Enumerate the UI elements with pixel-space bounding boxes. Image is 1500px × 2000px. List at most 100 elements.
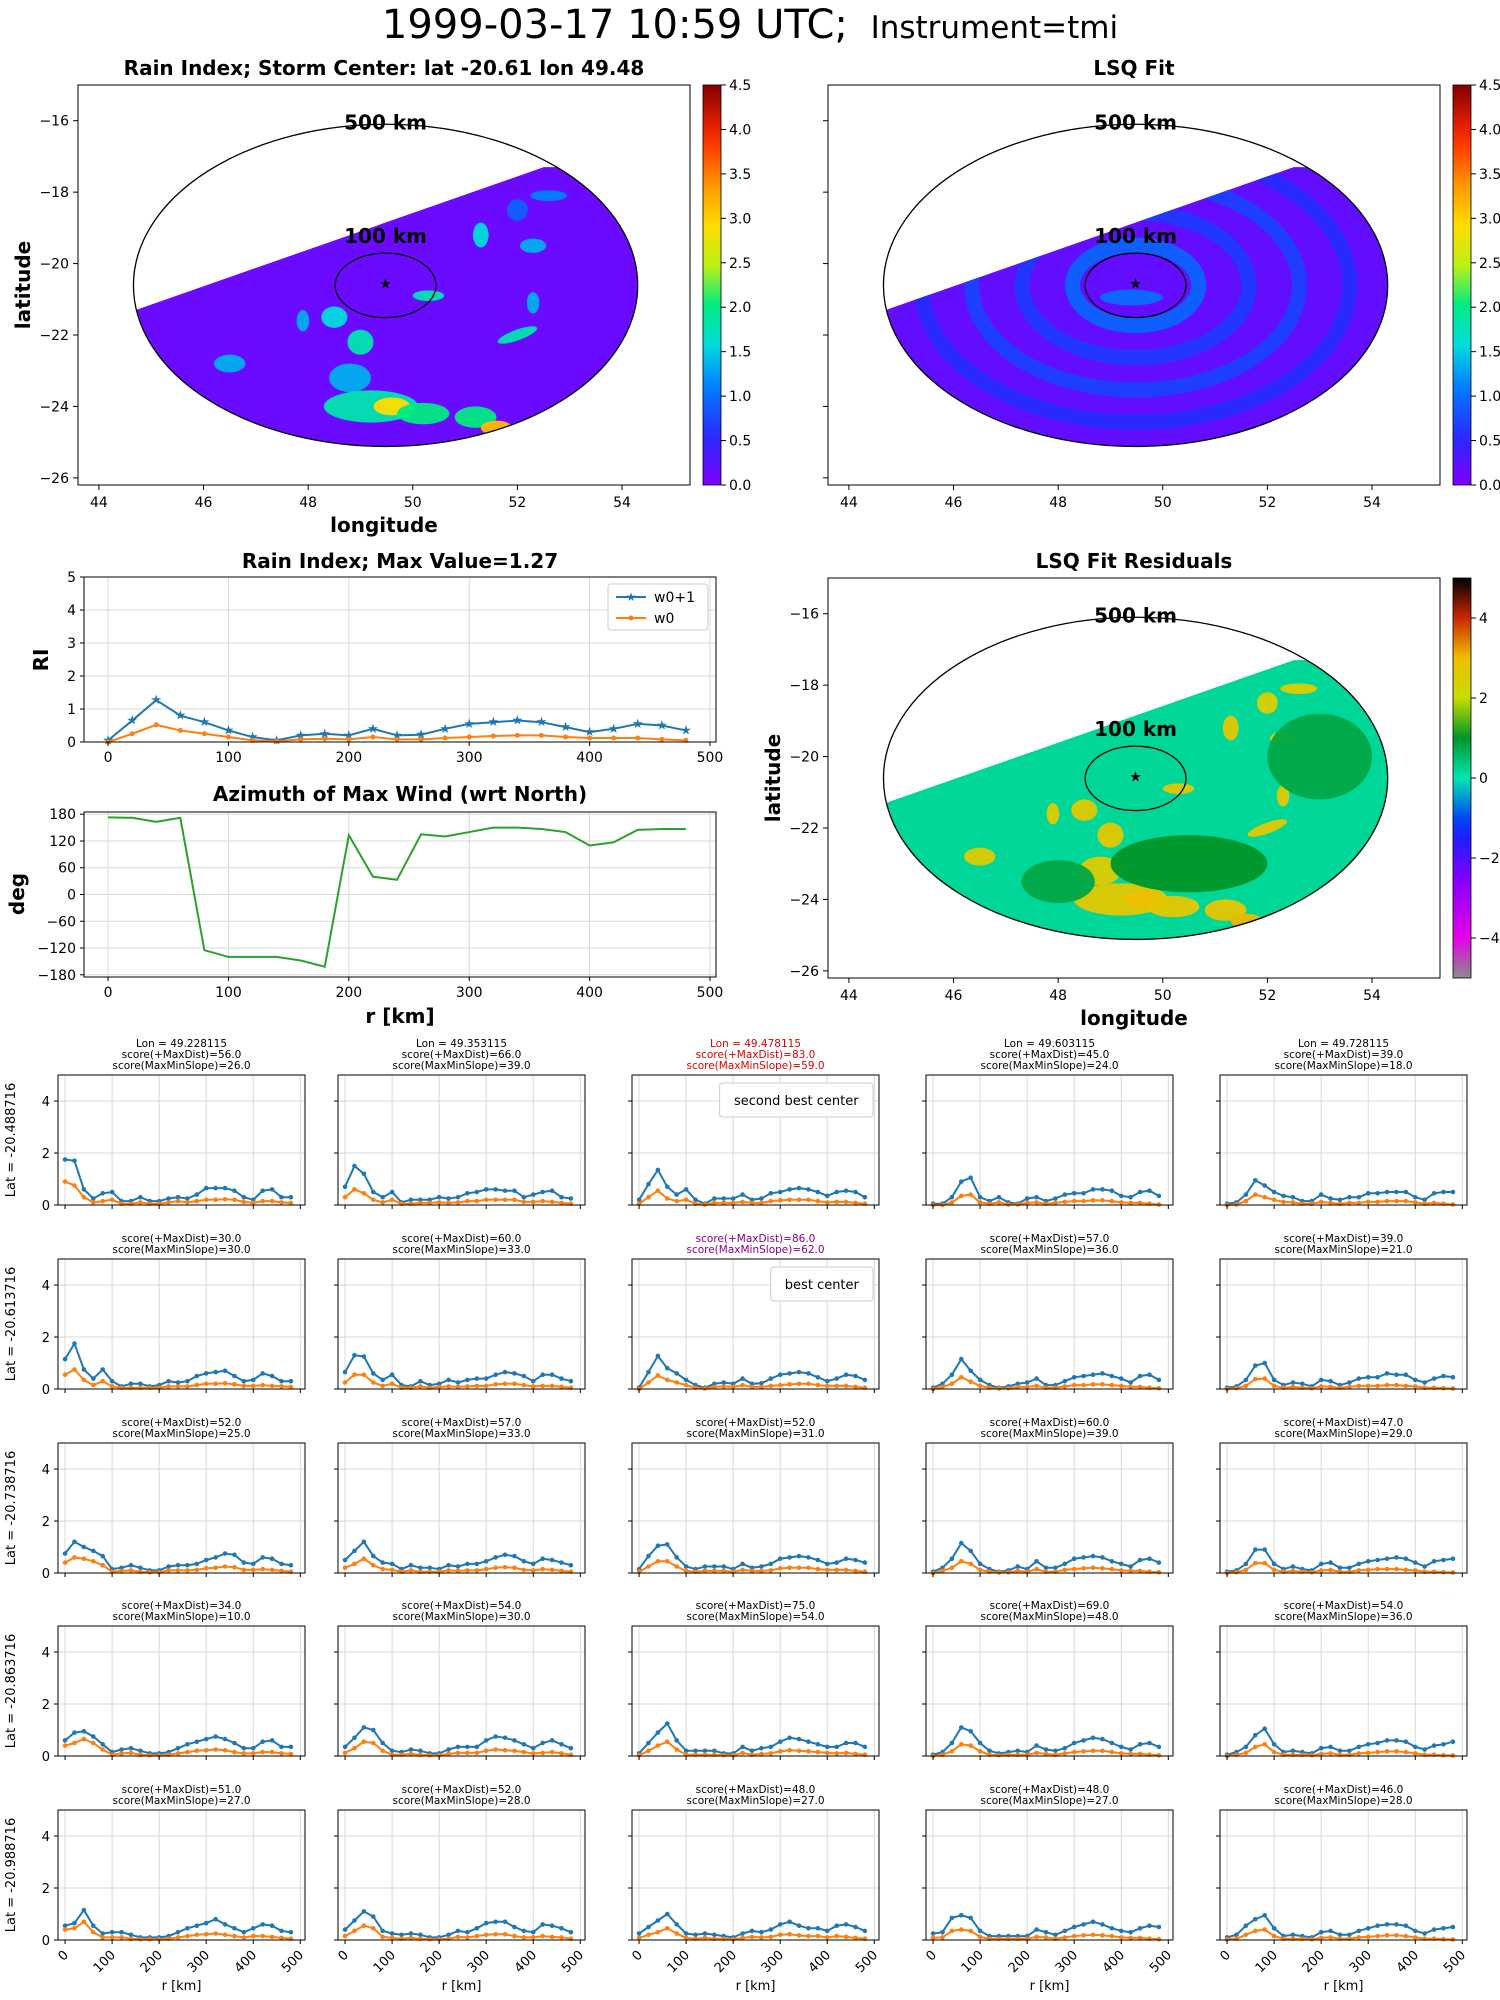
grid-panel-r3c2-point — [806, 1739, 811, 1744]
grid-panel-r0c4-point — [1403, 1189, 1409, 1195]
grid-panel-r0c4-score-maxdist: score(+MaxDist)=39.0 — [1284, 1049, 1404, 1061]
ri-profile-ytick-label: 0 — [67, 735, 76, 751]
grid-panel-r4c0-point — [250, 1926, 256, 1931]
grid-panel-r3c2-point — [824, 1744, 830, 1750]
grid-panel-r1c4-point — [1375, 1375, 1380, 1380]
grid-panel-r3c4-point — [1337, 1748, 1343, 1754]
lsq-residuals-map-ytick-label: −20 — [789, 750, 819, 766]
grid-panel-r4c1-point — [370, 1914, 376, 1919]
grid-panel-r2c3-point — [1100, 1566, 1105, 1571]
azimuth-profile-series-line — [108, 816, 686, 968]
grid-panel-r2c0-point — [185, 1568, 190, 1573]
grid-panel-r3c0-axes-frame — [57, 1625, 306, 1757]
grid-panel-r0c2-point — [674, 1198, 679, 1204]
grid-panel-r0c2-point — [646, 1194, 651, 1200]
grid-panel-r3c3-point — [1081, 1738, 1086, 1743]
grid-panel-r4c1-point — [568, 1929, 574, 1935]
grid-panel-r4c4-point — [1441, 1936, 1446, 1942]
ri-profile-point — [322, 736, 328, 742]
grid-panel-r1c0-point — [72, 1367, 77, 1372]
grid-panel-r2c3-point — [1118, 1561, 1124, 1567]
grid-panel-r2c0-point — [128, 1568, 134, 1573]
grid-panel-r1c0-score-maxdist: score(+MaxDist)=30.0 — [122, 1233, 242, 1245]
grid-panel-r4c0-xtick-label: 200 — [138, 1948, 166, 1976]
grid-panel-r2c3-point — [958, 1540, 964, 1546]
grid-panel-r0c1-point — [408, 1197, 414, 1203]
grid-panel-r3c0-point — [100, 1742, 105, 1747]
grid-panel-r1c3-axes-frame — [925, 1258, 1174, 1390]
rain-index-map-cbar-label: 2.0 — [729, 300, 751, 316]
grid-panel-r4c0-point — [72, 1920, 77, 1926]
ri-profile-xtick-label: 200 — [335, 750, 362, 766]
ri-profile-point — [442, 735, 448, 741]
grid-panel-r0c2-point — [834, 1199, 839, 1205]
grid-panel-r0c2-point — [824, 1200, 830, 1205]
grid-panel-r4c0-point — [109, 1935, 115, 1940]
grid-panel-r2c1-point — [389, 1567, 395, 1573]
grid-panel-r1c0-point — [62, 1372, 68, 1377]
grid-panel-r1c1-point — [493, 1372, 498, 1377]
grid-panel-r1c2-legend-text: best center — [785, 1278, 860, 1293]
grid-panel-r4c1-point — [502, 1919, 508, 1925]
grid-panel-r0c4-score-slope: score(MaxMinSlope)=18.0 — [1274, 1060, 1412, 1072]
grid-panel-r4c3-point — [1118, 1928, 1124, 1934]
grid-panel-r0c1-point — [502, 1197, 508, 1203]
grid-panel-r2c1-point — [389, 1561, 395, 1567]
ri-profile-xtick-label: 100 — [215, 750, 242, 766]
grid-panel-r2c4-score-maxdist: score(+MaxDist)=47.0 — [1284, 1417, 1404, 1429]
grid-panel-r1c4-point — [1441, 1385, 1446, 1391]
grid-panel-r1c2-point — [834, 1383, 839, 1389]
ri-profile-point — [129, 731, 135, 737]
grid-panel-r2c1-point — [455, 1564, 461, 1569]
grid-panel-r1c2-point — [721, 1384, 727, 1389]
grid-panel-r3c2-point — [759, 1745, 764, 1751]
lsq-residuals-map-xtick-label: 44 — [840, 988, 858, 1004]
grid-panel-r4c3-point — [1053, 1932, 1058, 1938]
grid-panel-r2c1-point — [342, 1565, 348, 1571]
grid-panel-r3c0-point — [128, 1750, 134, 1756]
grid-panel-r0c3-point — [1109, 1198, 1115, 1204]
grid-panel-r1c3-point — [958, 1356, 964, 1362]
rain-index-map-xtick-label: 52 — [508, 495, 526, 511]
grid-panel-r3c1-point — [530, 1745, 536, 1751]
grid-panel-r4c3-point — [1156, 1924, 1162, 1930]
ri-profile-point — [153, 722, 159, 728]
grid-panel-r3c4-point — [1252, 1732, 1258, 1738]
grid-panel-r0c0-point — [72, 1158, 77, 1164]
grid-panel-r3c2-point — [740, 1750, 745, 1756]
grid-panel-r1c0-point — [250, 1383, 256, 1389]
grid-panel-r2c2-point — [721, 1564, 727, 1569]
grid-panel-r4c2-point — [843, 1934, 849, 1940]
lsq-fit-map-center-marker: ★ — [1129, 276, 1142, 292]
grid-panel-r0c2-point — [693, 1197, 698, 1203]
grid-panel-r4c2-score-maxdist: score(+MaxDist)=48.0 — [696, 1784, 816, 1796]
rain-index-map-cbar-label: 4.0 — [729, 122, 751, 138]
ri-profile-point — [394, 736, 400, 742]
grid-panel-r2c3-point — [1109, 1566, 1115, 1572]
grid-panel-r1c1-point — [521, 1382, 527, 1388]
grid-panel-r4c1-point — [352, 1928, 357, 1934]
grid-panel-r1c0-point — [90, 1382, 96, 1388]
azimuth-profile-ytick-label: −180 — [38, 968, 76, 984]
grid-panel-r2c4-point — [1384, 1556, 1390, 1561]
grid-panel-r2c1-point — [370, 1562, 376, 1568]
grid-panel-r3c0-point — [213, 1734, 218, 1739]
grid-panel-r2c1-point — [465, 1568, 470, 1573]
grid-panel-r2c4-point — [1262, 1560, 1267, 1566]
grid-panel-r4c1-point — [342, 1933, 348, 1939]
grid-panel-r1c4-point — [1365, 1375, 1371, 1380]
grid-panel-r2c0-point — [62, 1560, 68, 1565]
grid-panel-r0c0-point — [100, 1191, 105, 1196]
grid-panel-r3c4-point — [1271, 1742, 1277, 1747]
grid-panel-r1c3-point — [1137, 1384, 1143, 1390]
grid-panel-r1c2-point — [712, 1384, 717, 1390]
grid-panel-r1c2-point — [787, 1382, 792, 1387]
grid-panel-r1c3-point — [968, 1379, 973, 1385]
grid-panel-r2c3-point — [1062, 1567, 1068, 1573]
grid-panel-r4c2-point — [853, 1924, 858, 1930]
grid-panel-r4c1-point — [408, 1935, 414, 1941]
lsq-residuals-map-cbar-label: 2 — [1479, 691, 1488, 707]
azimuth-xlabel: r [km] — [365, 1004, 434, 1028]
grid-panel-r0c0-point — [166, 1200, 171, 1205]
grid-panel-r0c0-point — [203, 1197, 209, 1203]
